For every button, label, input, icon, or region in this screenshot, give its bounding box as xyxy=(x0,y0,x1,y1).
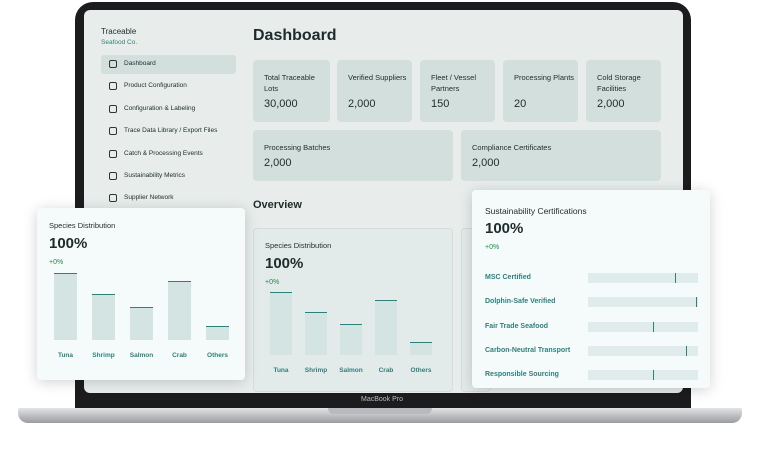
chart-title: Sustainability Certifications xyxy=(485,206,587,216)
stat-label: Compliance Certificates xyxy=(472,143,552,152)
bar-track xyxy=(588,273,698,283)
category-label: Carbon-Neutral Transport xyxy=(485,346,571,354)
chart-inner: Species Distribution 100% +0% Tuna Shrimp Sal… xyxy=(253,228,453,392)
category-label: Responsible Sourcing xyxy=(485,371,559,379)
bar xyxy=(130,307,153,340)
nav-icon xyxy=(109,60,117,68)
stat-card: Processing Batches 2,000 xyxy=(253,130,453,181)
stat-label: Total Traceable Lots xyxy=(264,73,315,93)
page-title: Dashboard xyxy=(253,27,337,44)
stat-value: 2,000 xyxy=(348,98,376,110)
x-tick-label: Others xyxy=(410,367,432,374)
bar xyxy=(54,273,77,340)
x-tick-label: Salmon xyxy=(339,367,363,374)
stat-cards: Total Traceable Lots 30,000 Verified Suppl… xyxy=(0,0,760,181)
chart-title: Species Distribution xyxy=(265,241,332,250)
bar xyxy=(588,273,676,283)
nav-icon xyxy=(109,149,117,158)
bar xyxy=(206,326,229,340)
x-tick-label: Tuna xyxy=(57,352,74,359)
bar xyxy=(588,345,687,356)
stat-card: Processing Plants 20 xyxy=(503,60,578,122)
nav-item[interactable]: Configuration & Labeling xyxy=(124,104,196,112)
bar xyxy=(168,281,191,340)
chart-change: +0% xyxy=(485,244,500,251)
chart-floating-left: Species Distribution 100% +0% Tuna Shrimp Sal… xyxy=(37,208,245,380)
x-tick-label: Crab xyxy=(378,367,394,374)
chart-card xyxy=(253,228,453,392)
nav-item[interactable]: Dashboard xyxy=(124,60,156,67)
x-tick-label: Tuna xyxy=(273,367,289,374)
stat-card: Total Traceable Lots 30,000 xyxy=(253,60,330,122)
stat-value: 20 xyxy=(514,98,527,110)
category-label: Dolphin-Safe Verified xyxy=(485,298,556,306)
stat-card: Fleet / Vessel Partners 150 xyxy=(420,60,495,122)
bar xyxy=(340,323,362,355)
nav-icon xyxy=(109,104,117,113)
stat-card: Compliance Certificates 2,000 xyxy=(461,130,661,181)
bar-track xyxy=(588,297,698,308)
stat-label: Processing Plants xyxy=(514,73,575,82)
bar xyxy=(588,370,654,381)
nav-item[interactable]: Trace Data Library / Export Files xyxy=(124,127,218,135)
brand-subtitle: Seafood Co. xyxy=(101,39,138,46)
stat-value: 30,000 xyxy=(264,98,298,110)
category-label: Fair Trade Seafood xyxy=(485,322,549,330)
chart-change: +0% xyxy=(49,259,64,266)
laptop-notch xyxy=(328,408,432,414)
nav-icon xyxy=(109,172,117,180)
bar-track xyxy=(588,321,698,332)
nav-icon xyxy=(109,194,117,203)
stat-value: 150 xyxy=(431,98,450,110)
category-label: MSC Certified xyxy=(485,274,531,281)
chart-total: 100% xyxy=(49,235,88,252)
chart-total: 100% xyxy=(265,255,304,272)
stat-label: Verified Suppliers xyxy=(348,73,407,82)
bar xyxy=(410,341,432,355)
chart-title: Species Distribution xyxy=(49,221,116,230)
bar xyxy=(92,294,115,340)
bar xyxy=(270,292,292,355)
stat-card: Verified Suppliers 2,000 xyxy=(337,60,412,122)
stat-value: 2,000 xyxy=(472,157,500,169)
chart-total: 100% xyxy=(485,220,524,237)
chart-change: +0% xyxy=(265,279,280,286)
stat-card: Cold Storage Facilities 2,000 xyxy=(586,60,661,122)
x-tick-label: Shrimp xyxy=(304,367,328,374)
nav-icon xyxy=(109,82,117,91)
device-label: MacBook Pro xyxy=(360,396,404,403)
bar xyxy=(588,297,697,308)
bar-track xyxy=(588,370,698,381)
nav-item[interactable]: Supplier Network xyxy=(124,194,174,202)
x-tick-label: Others xyxy=(207,352,228,359)
laptop-base xyxy=(18,408,742,423)
bar-track xyxy=(588,345,698,356)
x-tick-label: Salmon xyxy=(129,352,154,359)
stat-label: Cold Storage Facilities xyxy=(597,73,641,93)
stat-label: Processing Batches xyxy=(264,143,331,152)
x-tick-label: Shrimp xyxy=(92,352,115,359)
sidebar-nav: Dashboard Product Configuration Configurat… xyxy=(101,55,236,215)
x-tick-label: Crab xyxy=(172,352,187,359)
brand: Traceable xyxy=(101,27,137,36)
bar xyxy=(305,311,327,355)
chart-floating-right: Sustainability Certifications 100% +0% MSC … xyxy=(472,190,710,388)
nav-item[interactable]: Sustainability Metrics xyxy=(124,172,186,179)
bar xyxy=(588,321,654,332)
nav-item[interactable]: Product Configuration xyxy=(124,82,187,90)
nav-active-bg xyxy=(101,55,236,74)
stat-value: 2,000 xyxy=(264,157,292,169)
bar xyxy=(375,299,397,355)
stat-value: 2,000 xyxy=(597,98,625,110)
stat-label: Fleet / Vessel Partners xyxy=(431,73,477,93)
section-title: Overview xyxy=(253,199,302,211)
nav-item[interactable]: Catch & Processing Events xyxy=(124,149,203,157)
nav-icon xyxy=(109,127,117,136)
